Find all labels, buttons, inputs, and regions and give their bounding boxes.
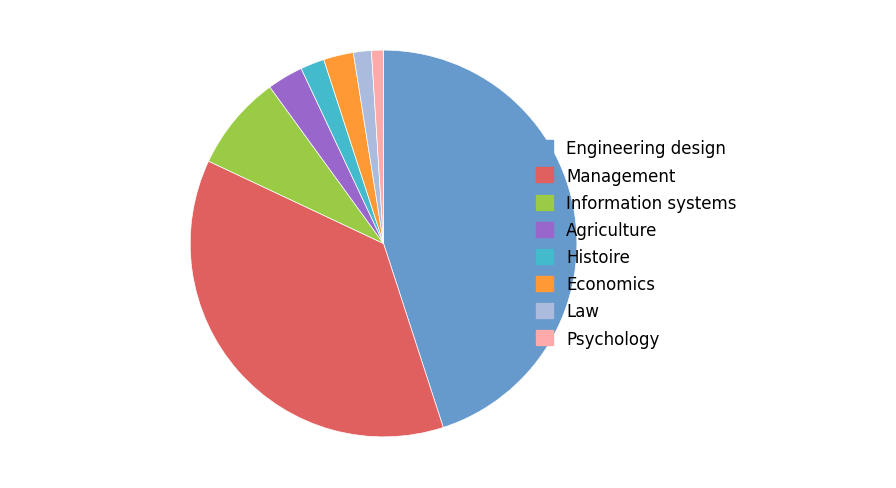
Wedge shape	[190, 162, 444, 437]
Wedge shape	[270, 69, 383, 244]
Wedge shape	[323, 53, 383, 244]
Wedge shape	[353, 51, 383, 244]
Wedge shape	[383, 51, 577, 427]
Wedge shape	[209, 88, 383, 244]
Legend: Engineering design, Management, Information systems, Agriculture, Histoire, Econ: Engineering design, Management, Informat…	[528, 132, 745, 356]
Wedge shape	[301, 61, 383, 244]
Wedge shape	[372, 51, 383, 244]
